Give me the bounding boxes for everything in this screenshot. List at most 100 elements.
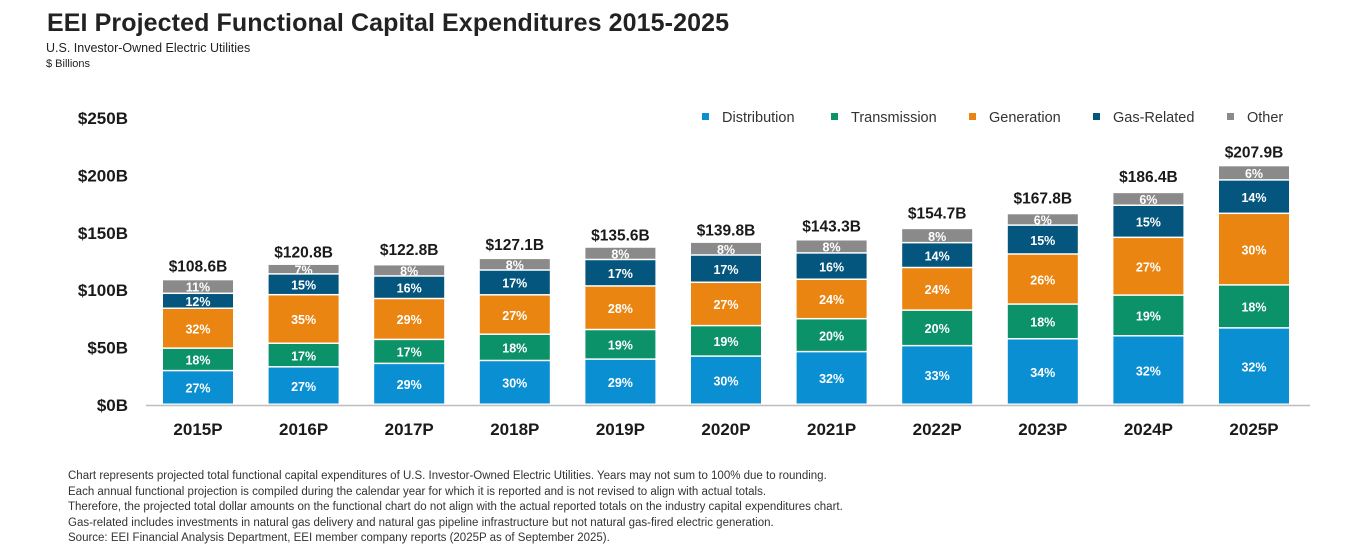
bar-value-label: 32%: [1136, 364, 1161, 378]
bar-segment: [374, 340, 445, 363]
bar-value-label: 18%: [502, 342, 527, 356]
x-tick-label: 2019P: [596, 420, 645, 439]
bar-segment: [1113, 193, 1184, 205]
footnote: Therefore, the projected total dollar am…: [68, 501, 843, 514]
x-tick-label: 2024P: [1124, 420, 1173, 439]
bar-value-label: 30%: [1241, 243, 1266, 257]
bar-value-label: 20%: [819, 329, 844, 343]
bar-value-label: 33%: [925, 369, 950, 383]
footnote: Each annual functional projection is com…: [68, 485, 767, 498]
bar-value-label: 14%: [925, 249, 950, 263]
bar-segment: [902, 268, 973, 310]
bar-segment: [691, 326, 761, 356]
bar-value-label: 30%: [713, 374, 738, 388]
bar-value-label: 17%: [397, 346, 422, 360]
bar-value-label: 27%: [185, 382, 210, 396]
bar-value-label: 16%: [397, 281, 422, 295]
bar-segment: [691, 283, 761, 325]
bar-total-label: $207.9B: [1225, 144, 1284, 161]
bar-value-label: 20%: [925, 322, 950, 336]
bar-segment: [479, 270, 550, 295]
bar-total-label: $154.7B: [908, 205, 967, 222]
bar-total-label: $139.8B: [697, 223, 756, 240]
bar-segment: [691, 242, 761, 255]
bar-segment: [1113, 205, 1184, 237]
bar-value-label: 8%: [823, 241, 841, 255]
bar-value-label: 8%: [506, 258, 524, 272]
bar-value-label: 24%: [819, 293, 844, 307]
y-tick-label: $0B: [97, 396, 128, 415]
bar-value-label: 35%: [291, 313, 316, 327]
bar-segment: [479, 361, 550, 404]
bar-value-label: 24%: [925, 283, 950, 297]
bar-segment: [585, 359, 656, 404]
bar-segment: [796, 352, 867, 404]
bar-value-label: 6%: [1034, 214, 1052, 228]
bar-value-label: 18%: [185, 354, 210, 368]
bar-segment: [1219, 285, 1289, 328]
bar-value-label: 11%: [186, 281, 210, 295]
bar-value-label: 28%: [608, 302, 633, 316]
bar-value-label: 15%: [1136, 216, 1161, 230]
bar-segment: [585, 286, 656, 329]
bar-value-label: 6%: [1245, 167, 1263, 181]
bar-segment: [1113, 238, 1184, 295]
bar-total-label: $120.8B: [274, 244, 333, 261]
bar-value-label: 27%: [1136, 260, 1161, 274]
y-tick-label: $200B: [78, 166, 128, 185]
bar-value-label: 29%: [397, 313, 422, 327]
bar-value-label: 17%: [608, 267, 633, 281]
bar-segment: [268, 274, 339, 294]
bar-value-label: 15%: [1030, 234, 1055, 248]
x-tick-label: 2021P: [807, 420, 856, 439]
x-tick-label: 2015P: [173, 420, 222, 439]
units-label: $ Billions: [46, 58, 91, 70]
bar-value-label: 8%: [717, 243, 735, 257]
bar-total-label: $167.8B: [1013, 190, 1072, 207]
bar-value-label: 14%: [1241, 191, 1266, 205]
bar-segment: [691, 255, 761, 282]
footnote: Chart represents projected total functio…: [68, 470, 827, 482]
bar-segment: [268, 343, 339, 367]
bar-segment: [163, 294, 233, 308]
bar-value-label: 26%: [1030, 273, 1055, 287]
legend-swatch: [1227, 113, 1234, 120]
bar-value-label: 8%: [400, 265, 418, 279]
bar-segment: [163, 280, 233, 293]
bar-value-label: 17%: [291, 349, 316, 363]
bar-segment: [1219, 166, 1289, 180]
bar-segment: [479, 259, 550, 270]
legend-swatch: [831, 113, 838, 120]
bar-segment: [902, 243, 973, 267]
bar-segment: [268, 295, 339, 343]
bar-value-label: 7%: [295, 263, 313, 277]
bar-value-label: 32%: [1241, 360, 1266, 374]
y-tick-label: $250B: [78, 109, 128, 128]
x-tick-label: 2020P: [701, 420, 750, 439]
bar-value-label: 15%: [291, 279, 316, 293]
chart-title: EEI Projected Functional Capital Expendi…: [47, 9, 730, 37]
x-tick-label: 2022P: [913, 420, 962, 439]
bar-segment: [163, 371, 233, 404]
footnotes: Chart represents projected total functio…: [68, 469, 843, 547]
bar-segment: [902, 346, 973, 404]
bar-value-label: 6%: [1139, 193, 1157, 207]
bar-segment: [796, 319, 867, 351]
bar-segment: [374, 276, 445, 298]
y-tick-label: $50B: [87, 339, 128, 358]
bar-segment: [1219, 214, 1289, 285]
bar-segment: [1219, 180, 1289, 213]
bar-segment: [796, 253, 867, 279]
bar-value-label: 18%: [1030, 316, 1055, 330]
bar-value-label: 34%: [1030, 366, 1055, 380]
legend-swatch: [969, 113, 976, 120]
bar-segment: [1007, 254, 1078, 304]
bar-segment: [1007, 214, 1078, 225]
bar-segment: [1113, 295, 1184, 336]
bar-segment: [585, 260, 656, 286]
legend-swatch: [1093, 113, 1100, 120]
bar-value-label: 19%: [1136, 310, 1161, 324]
bar-segment: [1007, 304, 1078, 339]
bar-segment: [1007, 339, 1078, 404]
bar-value-label: 16%: [819, 260, 844, 274]
